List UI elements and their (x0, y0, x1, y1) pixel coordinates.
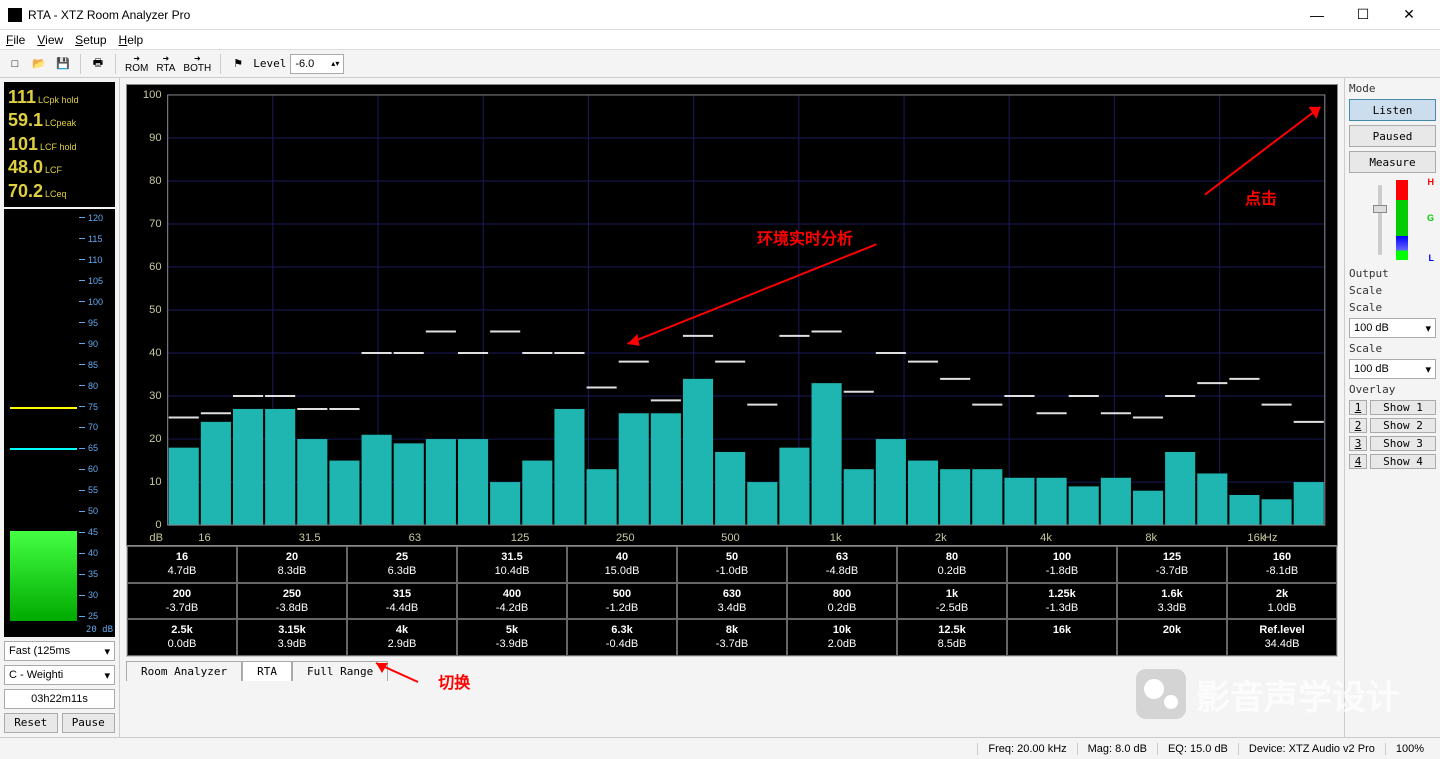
vu-meter: 1201151101051009590858075706560555045403… (4, 209, 115, 625)
right-panel: Mode Listen Paused Measure H G L Output … (1344, 78, 1440, 737)
rta-chart: 0 10 20 30 40 50 60 70 80 90 100 16 31.5 63 125 250 500 1… (126, 84, 1338, 546)
flag-icon[interactable]: ⚑ (227, 53, 249, 75)
status-bar: Freq: 20.00 kHz Mag: 8.0 dB EQ: 15.0 dB … (0, 737, 1440, 759)
tab-room-analyzer[interactable]: Room Analyzer (126, 661, 242, 681)
svg-text:Hz: Hz (1264, 532, 1278, 544)
svg-text:250: 250 (616, 532, 635, 544)
svg-text:10: 10 (149, 476, 161, 488)
svg-text:1k: 1k (830, 532, 842, 544)
speed-select[interactable]: Fast (125ms▾ (4, 641, 115, 661)
svg-text:2k: 2k (935, 532, 947, 544)
menu-setup[interactable]: Setup (75, 33, 106, 47)
measure-button[interactable]: Measure (1349, 151, 1436, 173)
frequency-table: 164.7dB208.3dB256.3dB31.510.4dB4015.0dB5… (126, 546, 1338, 657)
svg-text:40: 40 (149, 347, 161, 359)
tab-rta[interactable]: RTA (242, 661, 292, 681)
overlay-show-2[interactable]: Show 2 (1370, 418, 1436, 433)
overlay-show-3[interactable]: Show 3 (1370, 436, 1436, 451)
both-button[interactable]: ➜BOTH (180, 53, 214, 75)
status-pct: 100% (1385, 743, 1434, 755)
svg-text:dB: dB (149, 532, 163, 544)
svg-text:30: 30 (149, 390, 161, 402)
title-bar: RTA - XTZ Room Analyzer Pro — ☐ ✕ (0, 0, 1440, 30)
lc-readout: 111LCpk hold59.1LCpeak101LCF hold48.0LCF… (4, 82, 115, 207)
svg-text:0: 0 (155, 519, 161, 531)
svg-text:90: 90 (149, 132, 161, 144)
overlay-num-2[interactable]: 2 (1349, 418, 1367, 433)
svg-text:500: 500 (721, 532, 740, 544)
weighting-select[interactable]: C - Weighti▾ (4, 665, 115, 685)
svg-text:63: 63 (409, 532, 421, 544)
rta-button[interactable]: ➜RTA (153, 53, 178, 75)
left-panel: 111LCpk hold59.1LCpeak101LCF hold48.0LCF… (0, 78, 120, 737)
status-freq: Freq: 20.00 kHz (977, 743, 1076, 755)
menu-view[interactable]: View (37, 33, 63, 47)
level-input[interactable]: -6.0▴▾ (290, 54, 344, 74)
svg-text:31.5: 31.5 (299, 532, 321, 544)
menu-bar: File View Setup Help (0, 30, 1440, 50)
output-label: Output (1349, 267, 1436, 280)
overlay-show-1[interactable]: Show 1 (1370, 400, 1436, 415)
vu-bottom-label: 20 dB (4, 625, 115, 637)
save-icon[interactable]: 💾 (52, 53, 74, 75)
svg-text:60: 60 (149, 261, 161, 273)
svg-text:70: 70 (149, 218, 161, 230)
center-panel: 0 10 20 30 40 50 60 70 80 90 100 16 31.5 63 125 250 500 1… (120, 78, 1344, 737)
svg-text:100: 100 (143, 89, 162, 101)
pause-button[interactable]: Pause (62, 713, 116, 733)
svg-text:80: 80 (149, 175, 161, 187)
reset-button[interactable]: Reset (4, 713, 58, 733)
status-eq: EQ: 15.0 dB (1157, 743, 1238, 755)
listen-button[interactable]: Listen (1349, 99, 1436, 121)
svg-text:8k: 8k (1145, 532, 1157, 544)
scale-select-1[interactable]: 100 dB▾ (1349, 318, 1436, 338)
close-button[interactable]: ✕ (1386, 0, 1432, 30)
app-icon (8, 8, 22, 22)
overlay-show-4[interactable]: Show 4 (1370, 454, 1436, 469)
mode-label: Mode (1349, 82, 1436, 95)
svg-text:20: 20 (149, 433, 161, 445)
minimize-button[interactable]: — (1294, 0, 1340, 30)
annotation-switch: 切换 (438, 669, 470, 693)
time-display: 03h22m11s (4, 689, 115, 709)
svg-text:16: 16 (198, 532, 210, 544)
scale-label-3: Scale (1349, 342, 1436, 355)
scale-label-1: Scale (1349, 284, 1436, 297)
svg-text:4k: 4k (1040, 532, 1052, 544)
scale-label-2: Scale (1349, 301, 1436, 314)
output-slider[interactable]: H G L (1349, 177, 1436, 263)
overlay-label: Overlay (1349, 383, 1436, 396)
paused-button[interactable]: Paused (1349, 125, 1436, 147)
print-icon[interactable]: 🖶 (87, 53, 109, 75)
menu-file[interactable]: File (6, 33, 25, 47)
svg-text:50: 50 (149, 304, 161, 316)
svg-text:125: 125 (511, 532, 530, 544)
menu-help[interactable]: Help (119, 33, 144, 47)
toolbar: □ 📂 💾 🖶 ➜ROM ➜RTA ➜BOTH ⚑ Level -6.0▴▾ (0, 50, 1440, 78)
scale-select-2[interactable]: 100 dB▾ (1349, 359, 1436, 379)
level-indicator (1396, 180, 1408, 260)
status-device: Device: XTZ Audio v2 Pro (1238, 743, 1385, 755)
level-label: Level (251, 57, 288, 70)
maximize-button[interactable]: ☐ (1340, 0, 1386, 30)
overlay-num-4[interactable]: 4 (1349, 454, 1367, 469)
rom-button[interactable]: ➜ROM (122, 53, 151, 75)
view-tabs: Room Analyzer RTA Full Range (126, 661, 388, 681)
open-icon[interactable]: 📂 (28, 53, 50, 75)
new-icon[interactable]: □ (4, 53, 26, 75)
status-mag: Mag: 8.0 dB (1077, 743, 1157, 755)
overlay-num-1[interactable]: 1 (1349, 400, 1367, 415)
window-title: RTA - XTZ Room Analyzer Pro (28, 8, 1294, 22)
overlay-num-3[interactable]: 3 (1349, 436, 1367, 451)
